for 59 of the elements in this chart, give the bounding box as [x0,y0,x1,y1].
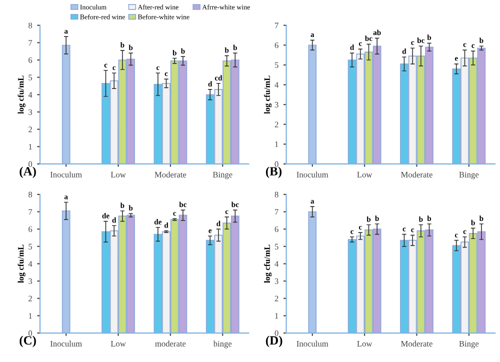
x-tick-label: binge [213,340,232,348]
y-tick-label: 4 [28,261,32,267]
x-tick-label: Binge [212,172,232,180]
x-tick-label: Moderate [401,172,432,178]
y-tick-label: 6 [28,226,32,232]
y-axis-title: log cfu/mL [18,76,26,114]
x-tick-label: Inoculum [296,340,328,347]
y-tick-label: 3 [274,278,278,284]
y-tick-label: 2 [28,296,32,302]
y-tick-label: 5 [28,244,32,250]
y-tick-label: 2 [274,122,278,128]
x-tick-label: moderate [155,340,186,347]
x-tick-label: Moderate [154,172,186,178]
y-tick-label: 1 [275,313,278,319]
y-tick-label: 7 [28,40,32,46]
y-tick-label: 7 [275,209,278,215]
y-tick-label: 4 [28,92,32,98]
y-axis-title: log cfu/mL [18,244,26,283]
y-tick-label: 3 [28,278,32,284]
text: (A) [20,166,36,178]
x-tick-label: Inoculum [296,172,328,178]
y-tick-label: 6 [274,42,278,48]
y-tick-label: 5 [28,74,32,80]
y-tick-label: 3 [274,102,278,108]
y-tick-label: 0 [28,330,32,336]
y-tick-label: 8 [28,192,32,198]
y-tick-label: 8 [28,22,32,28]
y-axis-title: log cfu/mL [264,244,272,283]
y-tick-label: 0 [274,161,278,167]
x-tick-label: Moderate [401,340,432,347]
x-tick-label: Low [110,341,126,347]
text: (B) [266,166,282,178]
y-tick-label: 3 [28,109,32,115]
y-tick-label: 7 [275,22,278,28]
x-tick-label: Inoculum [50,172,82,178]
text: (D) [266,336,282,348]
y-tick-label: 0 [28,161,32,167]
y-tick-label: 6 [274,226,278,232]
x-tick-label: Low [357,341,372,347]
y-tick-label: 7 [28,209,32,215]
y-tick-label: 2 [28,126,32,132]
x-tick-label: Binge [459,172,479,180]
text: (C) [20,336,36,348]
y-tick-label: 1 [28,144,32,150]
y-tick-label: 2 [274,296,278,302]
y-tick-label: 5 [274,244,278,250]
y-tick-label: 4 [274,82,279,88]
x-tick-label: Low [357,172,372,178]
x-tick-label: Inoculum [50,340,82,347]
y-tick-label: 4 [274,261,279,267]
y-tick-label: 1 [28,313,32,319]
y-tick-label: 6 [28,57,32,63]
y-axis-title: log cfu/mL [264,76,272,114]
x-tick-label: Binge [459,340,479,348]
y-tick-label: 5 [274,62,278,68]
y-tick-label: 1 [275,142,278,148]
y-tick-label: 0 [274,330,278,336]
x-tick-label: Low [110,172,126,178]
y-tick-label: 8 [274,192,278,198]
